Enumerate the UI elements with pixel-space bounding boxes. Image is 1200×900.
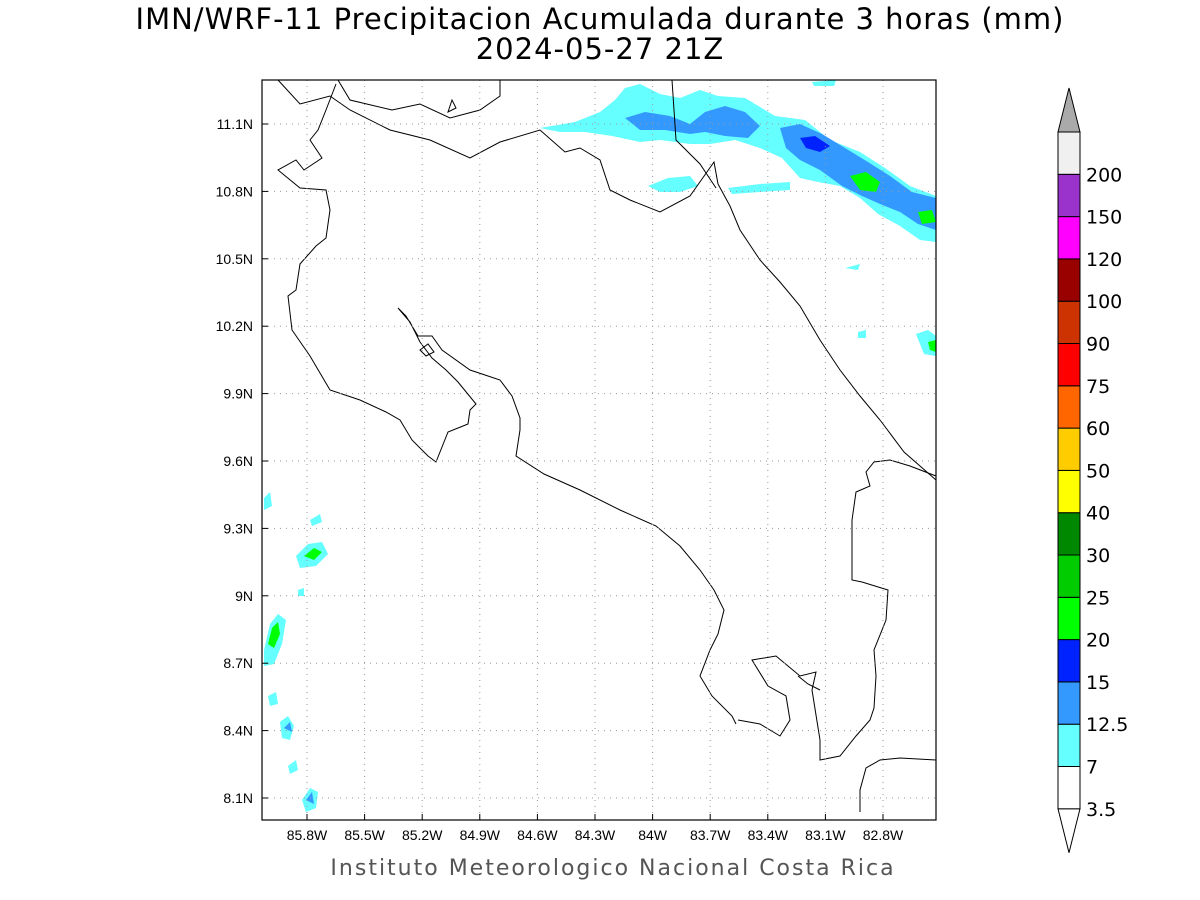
colorbar-swatch	[1057, 216, 1081, 260]
lat-tick-label: 8.1N	[223, 790, 253, 806]
colorbar-label: 20	[1086, 630, 1110, 652]
lon-tick-label: 83.7W	[690, 827, 731, 843]
precip-area-north-band	[540, 84, 936, 242]
precip-area-west-11	[264, 492, 272, 510]
colorbar-label: 75	[1086, 376, 1110, 398]
precip-area-north-cell-3	[800, 136, 830, 152]
precip-area-west-10	[268, 692, 278, 706]
colorbar-label: 30	[1086, 545, 1110, 567]
nicaragua-border-line	[277, 79, 719, 213]
burica-peninsula	[859, 757, 937, 812]
precip-area-north-cell-12	[858, 330, 866, 338]
colorbar-swatch	[1057, 681, 1081, 725]
lon-tick-label: 82.8W	[863, 827, 904, 843]
isla-chira	[419, 343, 435, 357]
lake-nicaragua-shore	[337, 79, 501, 119]
credit-text: Instituto Meteorologico Nacional Costa R…	[330, 856, 896, 881]
map-title: IMN/WRF-11 Precipitacion Acumulada duran…	[135, 2, 1065, 36]
lon-tick-label: 85.2W	[402, 827, 443, 843]
lon-tick-label: 85.5W	[344, 827, 385, 843]
precip-area-north-cell-7	[728, 182, 790, 194]
panama-border-line	[737, 459, 937, 761]
precip-area-north-cell-10	[928, 340, 936, 352]
colorbar-swatch	[1057, 723, 1081, 768]
colorbar-label: 15	[1086, 672, 1110, 694]
precip-area-west-12	[310, 514, 322, 526]
colorbar-swatch	[1057, 131, 1081, 175]
lon-tick-label: 84.3W	[575, 827, 616, 843]
colorbar-swatch	[1057, 385, 1081, 429]
colorbar-swatch	[1057, 596, 1081, 641]
colorbar-swatch	[1057, 173, 1081, 218]
lon-tick-label: 84.9W	[460, 827, 501, 843]
colorbar-label: 150	[1086, 207, 1122, 229]
coastlines	[277, 79, 937, 812]
golfo-dulce-shore	[797, 675, 821, 691]
lon-tick-label: 84.6W	[517, 827, 558, 843]
colorbar-upper-arrow	[1057, 87, 1081, 133]
precip-area-west-4	[268, 622, 280, 648]
colorbar-swatch	[1057, 300, 1081, 345]
colorbar-swatch	[1057, 469, 1081, 514]
precip-area-north-cell-1	[625, 106, 760, 138]
precipitation-areas	[264, 80, 936, 812]
colorbar-swatch	[1057, 512, 1081, 556]
colorbar-label: 200	[1086, 164, 1122, 186]
precip-area-north-cell-5	[918, 210, 936, 224]
colorbar-label: 12.5	[1086, 714, 1128, 736]
precip-area-north-cell-6	[648, 176, 698, 192]
map-date: 2024-05-27 21Z	[475, 32, 725, 66]
lat-tick-label: 9N	[235, 588, 253, 604]
precip-area-west-13	[298, 588, 304, 596]
lat-tick-label: 10.5N	[216, 251, 253, 267]
lat-tick-label: 9.9N	[223, 386, 253, 402]
colorbar-label: 90	[1086, 334, 1110, 356]
precip-area-north-cell-4	[850, 172, 880, 192]
colorbar-lower-arrow	[1057, 808, 1081, 853]
colorbar-label: 3.5	[1086, 799, 1116, 821]
lon-tick-label: 85.8W	[287, 827, 328, 843]
pacific-coast-north	[277, 83, 737, 725]
longitude-axis: 85.8W 85.5W 85.2W 84.9W 84.6W 84.3W 84W 83.7W 83…	[287, 814, 904, 843]
precip-area-west-2	[304, 548, 322, 560]
precip-area-west-6	[284, 722, 292, 732]
nicaragua-caribbean-coast	[671, 79, 717, 189]
lat-tick-label: 8.4N	[223, 723, 253, 739]
colorbar-label: 120	[1086, 249, 1122, 271]
graticule	[262, 80, 936, 820]
lat-tick-label: 11.1N	[217, 116, 253, 132]
colorbar-swatch	[1057, 258, 1081, 302]
colorbar-label: 40	[1086, 503, 1110, 525]
lat-tick-label: 9.6N	[223, 453, 253, 469]
lat-tick-label: 10.2N	[216, 318, 253, 334]
color-legend: 3.5 7 12.5 15 20 25 30 40 50 60 75 90 100 120 150 200	[1057, 87, 1128, 853]
lon-tick-label: 84W	[638, 827, 668, 843]
caribbean-coast	[717, 183, 937, 481]
lat-tick-label: 9.3N	[223, 520, 253, 536]
colorbar-swatch	[1057, 554, 1081, 598]
colorbar-swatch	[1057, 427, 1081, 471]
latitude-axis: 11.1N 10.8N 10.5N 10.2N 9.9N 9.6N 9.3N 9N 8.7N 8.…	[216, 116, 268, 806]
precip-area-north-cell-8	[812, 80, 836, 86]
colorbar-swatch	[1057, 639, 1081, 683]
lat-tick-label: 10.8N	[216, 183, 253, 199]
lon-tick-label: 83.4W	[748, 827, 789, 843]
colorbar-label: 50	[1086, 460, 1110, 482]
colorbar-swatch	[1057, 343, 1081, 387]
lake-island	[447, 98, 457, 113]
colorbar-swatch	[1057, 766, 1081, 810]
colorbar-label: 25	[1086, 587, 1110, 609]
colorbar-label: 100	[1086, 291, 1122, 313]
lat-tick-label: 8.7N	[223, 655, 253, 671]
precip-area-west-9	[288, 760, 298, 774]
lon-tick-label: 83.1W	[805, 827, 846, 843]
colorbar-label: 60	[1086, 418, 1110, 440]
colorbar-label: 7	[1086, 757, 1098, 779]
precip-area-north-cell-11	[845, 264, 860, 270]
map-frame	[261, 79, 937, 821]
